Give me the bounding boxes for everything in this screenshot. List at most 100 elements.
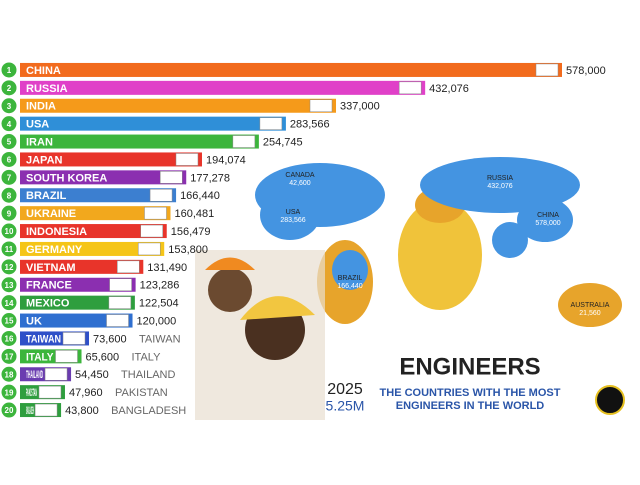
category-label: IRAN <box>26 136 53 148</box>
rank-label: 6 <box>7 156 12 165</box>
category-label: USA <box>26 119 49 131</box>
rank-badge <box>1 295 17 311</box>
flag <box>175 153 199 166</box>
logo <box>595 385 625 415</box>
map-value-label: 42,600 <box>289 180 311 187</box>
flag <box>398 81 422 95</box>
map-value-label: 432,076 <box>487 183 512 190</box>
category-label: GERMANY <box>26 244 83 256</box>
bar <box>20 188 177 203</box>
rank-label: 15 <box>5 317 14 326</box>
category-label: FRANCE <box>26 280 72 292</box>
rank-badge <box>1 402 17 418</box>
category-label: TAIWAN <box>26 333 61 345</box>
flag <box>144 206 167 220</box>
flag <box>259 117 283 130</box>
world-map <box>255 157 622 327</box>
category-label-outside: ITALY <box>132 351 162 363</box>
category-label: INDONESIA <box>26 226 87 238</box>
map-country-label: BRAZIL <box>338 275 363 282</box>
value-label: 123,286 <box>140 280 180 292</box>
value-label: 177,278 <box>190 172 230 184</box>
bar <box>20 152 202 167</box>
map-value-label: 578,000 <box>535 220 560 227</box>
category-label-outside: PAKISTAN <box>115 387 168 399</box>
flag <box>535 63 559 77</box>
value-label: 54,450 <box>75 369 109 381</box>
rank-label: 14 <box>5 299 14 308</box>
value-label: 194,074 <box>206 154 246 166</box>
hard-hat <box>240 296 315 320</box>
chart-title: ENGINEERS <box>399 353 540 380</box>
category-label: CHINA <box>26 65 61 77</box>
map-usa <box>260 190 320 240</box>
category-label: UKRAINE <box>26 208 76 220</box>
flag <box>106 314 129 327</box>
category-label: MEXICO <box>26 298 70 310</box>
category-label: SOUTH KOREA <box>26 172 107 184</box>
flag <box>149 189 173 202</box>
hard-hat <box>205 257 255 270</box>
worker-photo <box>195 250 325 420</box>
rank-label: 7 <box>7 173 12 182</box>
category-label: VIETNAM <box>26 262 76 274</box>
rank-label: 20 <box>5 406 14 415</box>
flag <box>44 368 68 381</box>
value-label: 160,481 <box>174 208 214 220</box>
chart-subtitle: ENGINEERS IN THE WORLD <box>396 400 545 412</box>
map-country-label: RUSSIA <box>487 175 513 182</box>
category-label: BANGLADESH <box>26 405 34 417</box>
rank-badge <box>1 223 17 239</box>
rank-badge <box>1 116 17 132</box>
map-country-label: CANADA <box>285 172 315 179</box>
value-label: 432,076 <box>429 83 469 95</box>
category-label: PAKISTAN <box>26 387 37 399</box>
rank-label: 11 <box>5 245 14 254</box>
flag <box>108 296 132 309</box>
bar <box>20 98 337 113</box>
rank-label: 5 <box>7 138 12 147</box>
value-label: 73,600 <box>93 333 127 345</box>
bar <box>20 277 136 292</box>
flag <box>140 224 163 238</box>
rank-label: 17 <box>5 352 14 361</box>
rank-badge <box>1 62 17 78</box>
rank-label: 2 <box>7 84 12 93</box>
map-value-label: 283,566 <box>280 217 305 224</box>
flag <box>62 332 86 345</box>
rank-label: 4 <box>7 120 12 129</box>
chart-subtitle: THE COUNTRIES WITH THE MOST <box>380 387 561 399</box>
value-label: 578,000 <box>566 65 606 77</box>
value-label: 283,566 <box>290 119 330 131</box>
category-label: UK <box>26 315 42 327</box>
bar <box>20 62 562 77</box>
rank-badge <box>1 313 17 329</box>
bar <box>20 259 144 274</box>
category-label: INDIA <box>26 101 56 113</box>
map-country-label: AUSTRALIA <box>571 302 610 309</box>
rank-label: 18 <box>5 370 14 379</box>
rank-badge <box>1 98 17 114</box>
value-label: 166,440 <box>180 190 220 202</box>
value-label: 122,504 <box>139 298 179 310</box>
rank-label: 13 <box>5 281 14 290</box>
category-label: RUSSIA <box>26 83 68 95</box>
rank-badge <box>1 80 17 96</box>
year-label: 2025 <box>327 381 363 398</box>
rank-badge <box>1 348 17 364</box>
flag <box>137 242 161 256</box>
map-brazil <box>332 250 368 290</box>
rank-badge <box>1 277 17 293</box>
value-label: 153,800 <box>168 244 208 256</box>
map-china <box>517 198 573 242</box>
rank-label: 3 <box>7 102 12 111</box>
map-value-label: 166,440 <box>337 283 362 290</box>
bar <box>20 134 259 149</box>
value-label: 65,600 <box>86 351 120 363</box>
map-country-label: CHINA <box>537 212 559 219</box>
category-label-outside: THAILAND <box>121 369 175 381</box>
rank-label: 1 <box>7 66 12 75</box>
value-label: 156,479 <box>171 226 211 238</box>
value-label: 120,000 <box>137 315 177 327</box>
